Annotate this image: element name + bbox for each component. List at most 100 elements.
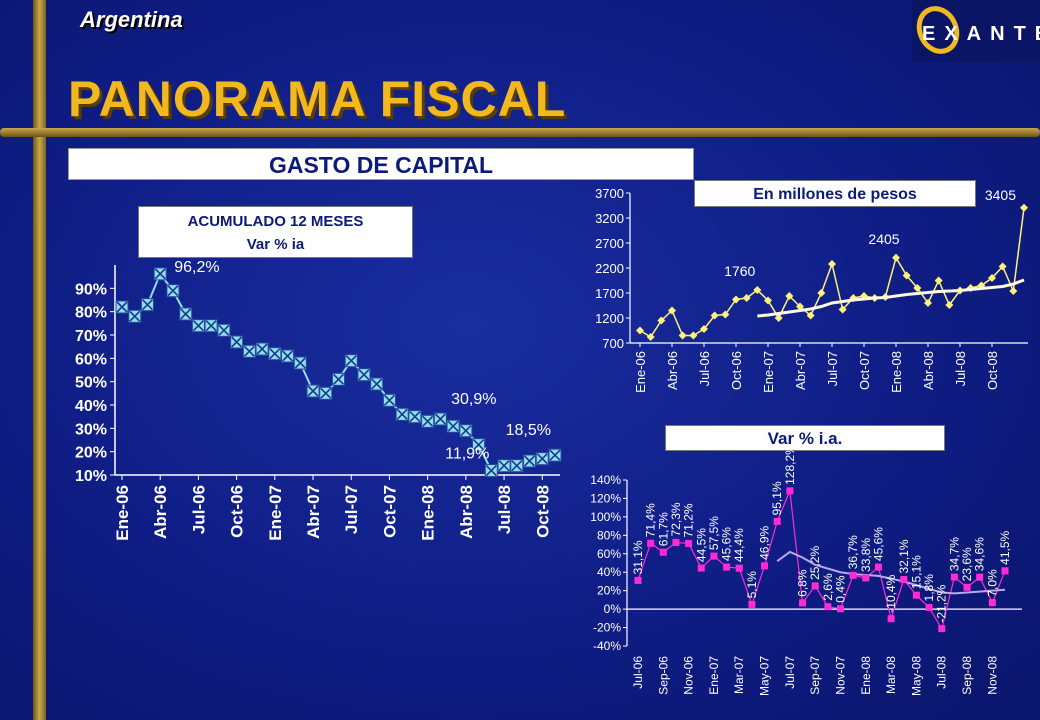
- chart1-annotation: 96,2%: [174, 259, 219, 276]
- chart3-y-tick-label: -40%: [593, 639, 621, 653]
- chart3-point-label: 45,6%: [720, 527, 734, 561]
- chart3-point: [672, 538, 680, 546]
- chart2-x-tick-label: Jul-07: [825, 351, 840, 386]
- chart1-x-tick-label: Abr-08: [457, 485, 476, 539]
- chart3-point-label: 25,2%: [808, 546, 822, 580]
- chart2-point: [988, 274, 996, 282]
- chart1-point: [484, 464, 498, 478]
- chart1-y-tick-label: 30%: [75, 421, 107, 438]
- chart1-point: [293, 356, 307, 370]
- chart3-point-label: 2,6%: [821, 573, 835, 601]
- section-title: GASTO DE CAPITAL: [68, 148, 694, 180]
- chart2-point: [913, 284, 922, 292]
- chart1-point: [497, 459, 511, 473]
- chart3-point-label: 45,6%: [871, 527, 885, 561]
- page-title: PANORAMA FISCAL: [68, 71, 567, 127]
- chart3-y-tick-label: 140%: [590, 473, 621, 487]
- chart2-point: [924, 299, 932, 307]
- chart1-point: [115, 300, 129, 314]
- chart1-x-tick-label: Abr-07: [304, 485, 323, 539]
- chart2-y-tick-label: 700: [602, 336, 624, 351]
- chart1-x-tick-label: Oct-06: [228, 485, 247, 538]
- chart2-point: [764, 296, 772, 305]
- chart3-point-label: 72,3%: [669, 502, 683, 536]
- chart2-point: [700, 325, 708, 333]
- chart1-point: [166, 284, 180, 298]
- chart3-point-label: 41,5%: [998, 530, 1012, 564]
- chart3-point-label: 23,6%: [960, 547, 974, 581]
- chart1-annotation: 11,9%: [445, 446, 489, 463]
- chart3-point-label: -21,2%: [935, 584, 949, 622]
- chart2-y-tick-label: 3200: [595, 211, 624, 226]
- chart3-x-tick-label: Sep-08: [960, 656, 974, 695]
- chart3-point: [761, 562, 769, 570]
- chart1-x-tick-label: Ene-08: [419, 485, 438, 541]
- chart1-x-tick-label: Ene-07: [266, 485, 285, 541]
- chart2-y-tick-label: 2700: [595, 236, 624, 251]
- chart3-point: [988, 599, 996, 607]
- chart2-x-tick-label: Ene-08: [889, 351, 904, 393]
- chart1-point: [204, 319, 218, 333]
- chart3-y-tick-label: -20%: [593, 621, 621, 635]
- chart2-point: [689, 331, 698, 340]
- chart1-point: [306, 384, 320, 398]
- chart2-x-tick-label: Oct-08: [985, 351, 1000, 390]
- chart1-y-tick-label: 80%: [75, 305, 107, 322]
- chart1-point: [128, 309, 142, 323]
- chart1-x-tick-label: Oct-07: [380, 485, 399, 538]
- chart3-point: [874, 563, 882, 571]
- chart3-y-tick-label: 100%: [590, 510, 621, 524]
- chart1-x-tick-label: Ene-06: [113, 485, 132, 541]
- chart3-point: [849, 571, 857, 579]
- chart3-point: [659, 548, 667, 556]
- chart3-point-label: 128,2%: [783, 444, 797, 485]
- chart3-point: [887, 615, 895, 623]
- chart3-point: [811, 582, 819, 590]
- gold-horizontal-bar: [0, 128, 1040, 137]
- chart2-point: [710, 311, 719, 320]
- chart3-x-tick-label: Jul-08: [935, 656, 949, 689]
- gold-vertical-bar: [33, 0, 46, 720]
- chart1-y-tick-label: 90%: [75, 281, 107, 298]
- chart2-point: [934, 276, 943, 285]
- chart3-point: [824, 603, 832, 611]
- chart1-x-tick-label: Jul-08: [495, 485, 514, 534]
- chart2-point: [636, 326, 644, 335]
- chart2-point: [732, 295, 740, 304]
- chart2-annotation: 2405: [868, 231, 899, 247]
- chart1-x-tick-label: Jul-06: [189, 485, 208, 534]
- chart2-x-tick-label: Ene-06: [633, 351, 648, 393]
- chart3-point: [912, 591, 920, 599]
- exante-logo: EXANTE: [912, 0, 1040, 62]
- chart1-point: [153, 267, 167, 281]
- chart1-point: [357, 368, 371, 382]
- chart2-y-tick-label: 2200: [595, 261, 624, 276]
- chart2-point: [998, 262, 1007, 271]
- chart1-annotation: 18,5%: [506, 422, 551, 439]
- chart3-point-label: 95,1%: [770, 481, 784, 515]
- chart3-x-tick-label: Ene-08: [859, 656, 873, 695]
- chart2-point: [774, 314, 783, 322]
- chart3-point: [963, 583, 971, 591]
- chart2-point: [657, 316, 666, 325]
- chart3-point-label: -10,4%: [884, 574, 898, 612]
- chart2-point: [828, 260, 836, 268]
- chart3-point-label: 6,8%: [796, 569, 810, 597]
- chart3-point: [1001, 567, 1009, 575]
- chart2-annotation: 1760: [724, 263, 755, 279]
- chart1-point: [446, 419, 460, 433]
- chart3-point: [748, 600, 756, 608]
- chart2-x-tick-label: Jul-08: [953, 351, 968, 386]
- chart3-point: [735, 564, 743, 572]
- chart2-point: [668, 306, 676, 315]
- chart1-y-tick-label: 60%: [75, 351, 107, 368]
- chart1-subtitle: Var % ia: [246, 236, 305, 253]
- chart3-y-tick-label: 120%: [590, 491, 621, 505]
- chart1-point: [217, 323, 231, 337]
- chart3-point-label: 34,6%: [973, 537, 987, 571]
- chart1-point: [255, 342, 269, 356]
- chart1-y-tick-label: 40%: [75, 398, 107, 415]
